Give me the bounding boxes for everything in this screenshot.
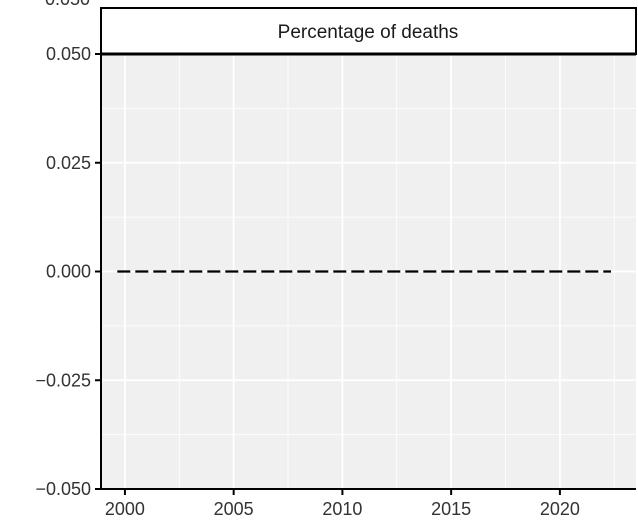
facet-strip-label: Percentage of deaths xyxy=(278,22,459,43)
x-tick-label: 2000 xyxy=(105,499,145,519)
y-tick-label-partial-top: 0.050 xyxy=(45,0,90,9)
y-tick-label: 0.000 xyxy=(46,262,91,282)
x-tick-label: 2020 xyxy=(540,499,580,519)
facet-strip xyxy=(100,7,637,55)
y-tick-label: −0.050 xyxy=(35,479,91,499)
x-tick-label: 2005 xyxy=(214,499,254,519)
y-tick-label: 0.050 xyxy=(46,44,91,64)
y-axis-ticks: 0.050 0.025 0.000 −0.025 −0.050 xyxy=(35,44,101,499)
x-tick-label: 2015 xyxy=(431,499,471,519)
x-axis-ticks: 2000 2005 2010 2015 2020 xyxy=(105,489,580,519)
y-tick-label: −0.025 xyxy=(35,370,91,390)
x-tick-label: 2010 xyxy=(322,499,362,519)
y-tick-label: 0.025 xyxy=(46,153,91,173)
